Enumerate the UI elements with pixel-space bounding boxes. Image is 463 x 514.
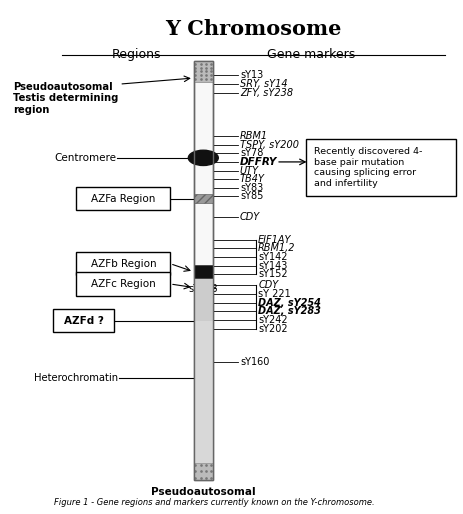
Text: sY 221: sY 221 <box>257 289 290 299</box>
Text: RBM1: RBM1 <box>239 131 268 141</box>
Bar <box>194 463 213 480</box>
Bar <box>194 61 213 480</box>
Text: TB4Y: TB4Y <box>239 174 264 184</box>
Text: DAZ, sY254: DAZ, sY254 <box>257 298 320 308</box>
Text: RBM1,2: RBM1,2 <box>257 243 295 253</box>
Text: AZFb Region: AZFb Region <box>90 259 156 269</box>
Bar <box>194 279 213 321</box>
Text: sY152: sY152 <box>257 269 287 279</box>
Text: sY78: sY78 <box>239 148 263 158</box>
Text: UTY: UTY <box>239 166 258 176</box>
Text: sY242: sY242 <box>257 315 287 325</box>
Text: SRY, sY14: SRY, sY14 <box>239 79 287 89</box>
Text: Pseudoautosomal
Testis determining
region: Pseudoautosomal Testis determining regio… <box>13 82 118 115</box>
Text: sY143: sY143 <box>257 261 287 271</box>
FancyBboxPatch shape <box>76 272 169 296</box>
Text: AZFa Region: AZFa Region <box>91 194 155 204</box>
Text: sY85: sY85 <box>239 192 263 201</box>
Bar <box>194 61 213 480</box>
Text: Y Chromosome: Y Chromosome <box>165 19 341 39</box>
Bar <box>194 61 213 82</box>
Text: CDY: CDY <box>239 212 260 223</box>
Text: sY83: sY83 <box>239 183 263 193</box>
Text: sY202: sY202 <box>257 324 287 334</box>
Text: ZFY, sY238: ZFY, sY238 <box>239 88 293 98</box>
Text: EIF1AY: EIF1AY <box>257 235 291 245</box>
FancyBboxPatch shape <box>76 187 169 210</box>
Text: sY160: sY160 <box>239 357 269 367</box>
Text: DAZ, sY283: DAZ, sY283 <box>257 306 320 317</box>
Text: TSPY, sY200: TSPY, sY200 <box>239 140 298 150</box>
Text: Figure 1 - Gene regions and markers currently known on the Y-chromosome.: Figure 1 - Gene regions and markers curr… <box>53 498 373 507</box>
Text: CDY: CDY <box>257 281 278 290</box>
Bar <box>194 321 213 463</box>
Bar <box>194 194 213 203</box>
FancyBboxPatch shape <box>53 309 114 332</box>
Text: sY13: sY13 <box>239 70 263 81</box>
Bar <box>194 265 213 279</box>
Text: Regions: Regions <box>112 47 161 61</box>
FancyBboxPatch shape <box>306 139 455 196</box>
Ellipse shape <box>188 150 218 166</box>
Text: Recently discovered 4-
base pair mutation
causing splicing error
and infertility: Recently discovered 4- base pair mutatio… <box>314 148 422 188</box>
Text: Centromere: Centromere <box>54 153 116 163</box>
Text: DFFRY: DFFRY <box>239 157 277 167</box>
Text: sY142: sY142 <box>257 252 287 262</box>
Text: AZFd ?: AZFd ? <box>63 316 103 325</box>
Text: Gene markers: Gene markers <box>267 47 355 61</box>
Text: Pseudoautosomal: Pseudoautosomal <box>150 487 255 497</box>
Text: sY158: sY158 <box>188 284 218 293</box>
FancyBboxPatch shape <box>76 252 169 276</box>
Text: Heterochromatin: Heterochromatin <box>34 373 118 383</box>
Text: AZFc Region: AZFc Region <box>91 279 156 289</box>
